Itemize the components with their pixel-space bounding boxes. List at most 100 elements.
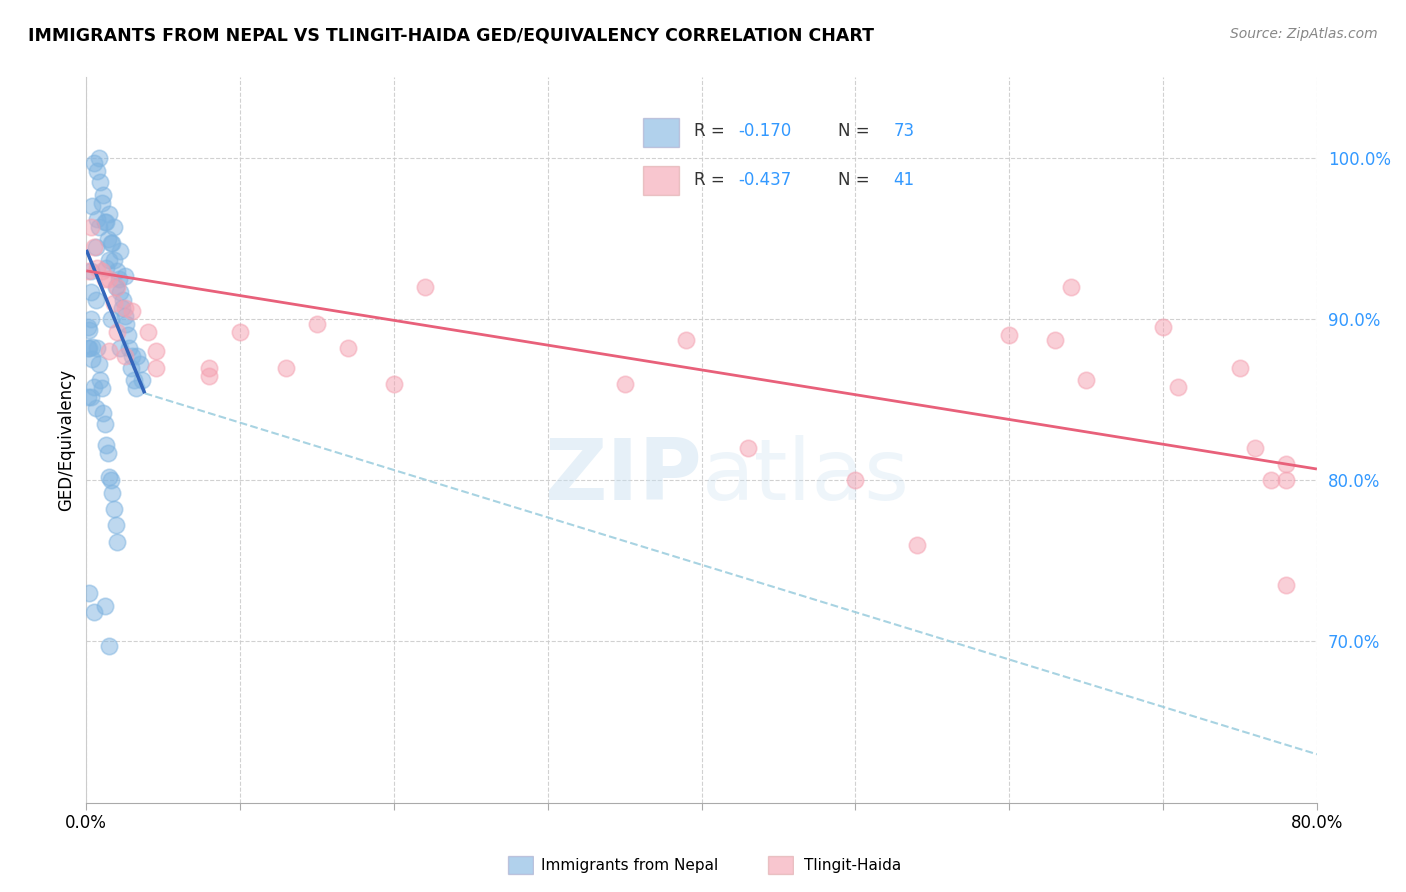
Point <box>112 293 135 307</box>
Point <box>89 373 111 387</box>
Point <box>83 240 105 254</box>
Point <box>98 640 121 654</box>
Point <box>96 260 118 275</box>
Point <box>1260 473 1282 487</box>
Point <box>96 438 118 452</box>
Point <box>84 401 107 415</box>
Point <box>94 599 117 613</box>
Point <box>198 360 221 375</box>
Point <box>105 264 128 278</box>
Point <box>86 260 108 275</box>
Point <box>100 473 122 487</box>
Point <box>121 349 143 363</box>
Point <box>82 352 104 367</box>
Point <box>1045 333 1067 347</box>
Point <box>91 406 114 420</box>
Point <box>84 293 107 307</box>
Point <box>76 390 98 404</box>
Point <box>145 344 167 359</box>
Point <box>94 417 117 431</box>
Point <box>613 376 636 391</box>
Point <box>125 349 148 363</box>
Point <box>1076 373 1098 387</box>
Point <box>905 538 928 552</box>
Point <box>83 156 105 170</box>
Point <box>79 586 101 600</box>
Point <box>120 360 142 375</box>
Point <box>114 309 136 323</box>
Point <box>89 175 111 189</box>
Point <box>107 272 129 286</box>
Point <box>114 301 136 315</box>
Point <box>844 473 866 487</box>
Point <box>111 301 134 315</box>
Point <box>86 341 108 355</box>
Text: atlas: atlas <box>702 434 910 517</box>
Point <box>80 312 103 326</box>
Point <box>198 368 221 383</box>
Point <box>1275 457 1298 471</box>
Point <box>103 220 125 235</box>
Text: Source: ZipAtlas.com: Source: ZipAtlas.com <box>1230 27 1378 41</box>
Point <box>276 360 298 375</box>
Point <box>108 341 131 355</box>
Point <box>97 231 120 245</box>
Point <box>229 325 252 339</box>
Point <box>336 341 359 355</box>
Point <box>1152 320 1174 334</box>
Point <box>675 333 697 347</box>
Point <box>1244 441 1267 455</box>
Point <box>105 280 128 294</box>
Point <box>86 212 108 227</box>
Point <box>87 220 110 235</box>
Point <box>305 317 328 331</box>
Point <box>100 236 122 251</box>
Point <box>83 606 105 620</box>
Text: ZIP: ZIP <box>544 434 702 517</box>
Point <box>105 534 128 549</box>
Point <box>80 264 103 278</box>
Point <box>131 373 153 387</box>
Point <box>96 215 118 229</box>
Point <box>136 325 159 339</box>
Point <box>97 446 120 460</box>
Point <box>76 320 98 334</box>
Point <box>737 441 759 455</box>
Point <box>124 381 146 395</box>
Point <box>103 296 125 310</box>
Point <box>122 373 145 387</box>
Point <box>82 199 104 213</box>
Point <box>79 323 101 337</box>
Point <box>382 376 405 391</box>
Point <box>76 341 98 355</box>
Point <box>76 264 98 278</box>
Point <box>80 220 103 235</box>
Point <box>98 470 121 484</box>
Point <box>104 280 127 294</box>
Point <box>87 357 110 371</box>
Point <box>118 341 141 355</box>
Point <box>100 312 122 326</box>
Point <box>145 360 167 375</box>
Point <box>1275 473 1298 487</box>
Point <box>105 325 128 339</box>
Point <box>101 486 124 500</box>
Point <box>98 207 121 221</box>
Point <box>103 502 125 516</box>
Point <box>413 280 436 294</box>
Bar <box>508 856 533 874</box>
Point <box>79 341 101 355</box>
Text: IMMIGRANTS FROM NEPAL VS TLINGIT-HAIDA GED/EQUIVALENCY CORRELATION CHART: IMMIGRANTS FROM NEPAL VS TLINGIT-HAIDA G… <box>28 27 875 45</box>
Point <box>129 357 152 371</box>
Point <box>1275 578 1298 592</box>
Point <box>82 340 104 354</box>
Point <box>86 164 108 178</box>
Text: Tlingit-Haida: Tlingit-Haida <box>804 858 901 872</box>
Point <box>115 317 138 331</box>
Point <box>98 344 121 359</box>
Point <box>101 236 124 251</box>
Point <box>114 349 136 363</box>
Point <box>117 328 139 343</box>
Point <box>94 215 117 229</box>
Point <box>90 264 112 278</box>
